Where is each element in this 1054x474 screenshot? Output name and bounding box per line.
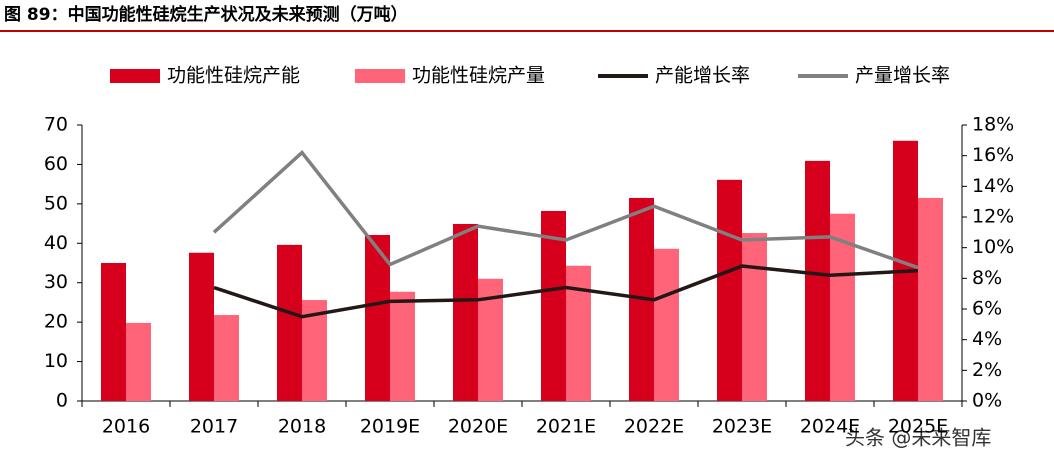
y-tick-label: 20 [44,311,68,333]
x-tick-label: 2020E [448,416,508,438]
y-tick-label: 10 [44,350,68,372]
legend-label: 功能性硅烷产量 [412,65,545,87]
legend-swatch [355,69,405,83]
x-tick-label: 2019E [360,416,420,438]
x-tick-label: 2016 [102,416,150,438]
y2-tick-label: 2% [972,359,1002,381]
x-tick-label: 2018 [278,416,326,438]
x-tick-label: 2024E [800,416,860,438]
y-tick-label: 50 [44,192,68,214]
y-tick-label: 30 [44,271,68,293]
y2-tick-label: 0% [972,390,1002,412]
bar [918,197,943,401]
x-tick-label: 2023E [712,416,772,438]
x-tick-label: 2021E [536,416,596,438]
growth-line [213,264,919,319]
bar [189,252,214,401]
bar [277,244,302,401]
watermark: 头条 @未来智库 [845,426,991,450]
bar [541,210,566,401]
x-tick-label: 2022E [624,416,684,438]
bar [805,160,830,401]
y2-tick-label: 10% [972,236,1014,258]
y-tick-label: 70 [44,114,68,136]
y2-tick-label: 12% [972,206,1014,228]
y-tick-label: 0 [56,390,68,412]
bar [566,265,591,401]
bar [453,223,478,401]
legend-label: 功能性硅烷产能 [167,65,300,87]
y-tick-label: 40 [44,232,68,254]
bar [717,179,742,401]
bar [365,235,390,401]
bar [101,263,126,401]
bar [126,322,151,401]
chart-title: 图 89：中国功能性硅烷生产状况及未来预测（万吨） [4,4,408,25]
y2-tick-label: 4% [972,328,1002,350]
legend-swatch [110,69,160,83]
bar [742,233,767,401]
bar [214,315,239,401]
x-tick-label: 2025E [888,416,948,438]
y-tick-label: 60 [44,153,68,175]
y2-tick-label: 8% [972,267,1002,289]
y2-tick-label: 14% [972,175,1014,197]
bar [654,248,679,401]
legend-label: 产能增长率 [655,65,750,87]
growth-line [212,150,919,270]
y2-tick-label: 6% [972,298,1002,320]
bar [390,291,415,401]
y2-tick-label: 16% [972,144,1014,166]
y2-tick-label: 18% [972,114,1014,136]
legend-label: 产量增长率 [855,65,950,87]
x-tick-label: 2017 [190,416,238,438]
